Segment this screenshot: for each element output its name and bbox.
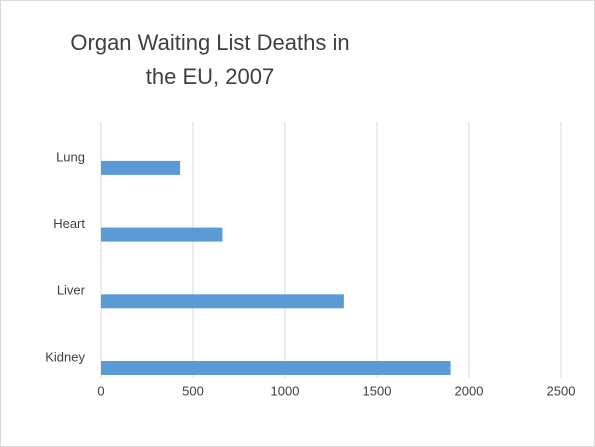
bar bbox=[101, 160, 181, 175]
y-tick-label: Heart bbox=[53, 216, 85, 231]
bar bbox=[101, 227, 223, 242]
bar bbox=[101, 294, 344, 309]
bar bbox=[101, 361, 451, 375]
y-tick-label: Kidney bbox=[45, 349, 85, 364]
x-tick-label: 1000 bbox=[271, 383, 300, 398]
x-tick-label: 2500 bbox=[547, 383, 576, 398]
y-tick-label: Lung bbox=[56, 149, 85, 164]
chart-title: Organ Waiting List Deaths in the EU, 200… bbox=[70, 30, 350, 89]
y-tick-label: Liver bbox=[57, 283, 86, 298]
x-tick-label: 0 bbox=[97, 383, 104, 398]
x-tick-label: 1500 bbox=[363, 383, 392, 398]
x-tick-label: 500 bbox=[182, 383, 204, 398]
x-tick-label: 2000 bbox=[455, 383, 484, 398]
